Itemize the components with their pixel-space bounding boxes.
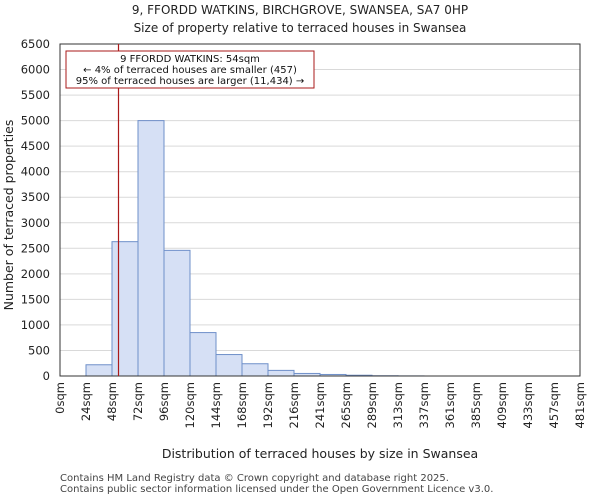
y-tick-label-4000: 4000 (21, 165, 50, 179)
x-tick-label-48sqm: 48sqm (105, 382, 119, 421)
x-tick-label-433sqm: 433sqm (521, 382, 535, 428)
bar-168sqm (241, 363, 269, 377)
bar-72sqm (137, 120, 165, 377)
x-tick-label-120sqm: 120sqm (183, 382, 197, 428)
x-tick-label-313sqm: 313sqm (391, 382, 405, 428)
x-axis-label: Distribution of terraced houses by size … (162, 446, 478, 461)
annotation-line-3: 95% of terraced houses are larger (11,43… (76, 76, 305, 87)
x-tick-label-457sqm: 457sqm (547, 382, 561, 428)
x-tick-label-168sqm: 168sqm (235, 382, 249, 428)
x-ticks: 0sqm 24sqm 48sqm 72sqm 96sqm 120sqm 144sqm 168s… (53, 382, 587, 428)
x-tick-label-72sqm: 72sqm (131, 382, 145, 421)
footer-line-2: Contains public sector information licen… (60, 484, 494, 495)
x-tick-label-385sqm: 385sqm (469, 382, 483, 428)
x-tick-label-24sqm: 24sqm (79, 382, 93, 421)
y-tick-label-2500: 2500 (21, 241, 50, 255)
y-tick-label-6500: 6500 (21, 37, 50, 51)
bar-24sqm (85, 364, 113, 377)
x-tick-label-289sqm: 289sqm (365, 382, 379, 428)
chart-subtitle: Size of property relative to terraced ho… (134, 21, 467, 35)
bar-192sqm (267, 369, 295, 377)
x-tick-label-481sqm: 481sqm (573, 382, 587, 428)
footer: Contains HM Land Registry data © Crown c… (60, 473, 493, 495)
chart-title: 9, FFORDD WATKINS, BIRCHGROVE, SWANSEA, … (132, 3, 468, 17)
y-tick-label-3000: 3000 (21, 216, 50, 230)
bar-96sqm (163, 249, 191, 377)
x-tick-label-337sqm: 337sqm (417, 382, 431, 428)
x-tick-label-216sqm: 216sqm (287, 382, 301, 428)
y-tick-label-5500: 5500 (21, 88, 50, 102)
x-tick-label-241sqm: 241sqm (313, 382, 327, 428)
histogram-chart: 9, FFORDD WATKINS, BIRCHGROVE, SWANSEA, … (1, 3, 587, 461)
y-ticks: 0 500 1000 1500 2000 2500 3000 3500 4000 4500 5000… (21, 37, 50, 383)
x-tick-label-96sqm: 96sqm (157, 382, 171, 421)
x-tick-label-144sqm: 144sqm (209, 382, 223, 428)
x-tick-label-409sqm: 409sqm (495, 382, 509, 428)
y-tick-label-1000: 1000 (21, 318, 50, 332)
y-tick-label-2000: 2000 (21, 267, 50, 281)
annotation-box (65, 50, 315, 89)
x-tick-label-265sqm: 265sqm (339, 382, 353, 428)
y-tick-label-500: 500 (28, 343, 50, 357)
x-tick-label-192sqm: 192sqm (261, 382, 275, 428)
bars (85, 120, 425, 377)
x-tick-label-0sqm: 0sqm (53, 382, 67, 414)
annotation-line-2: ← 4% of terraced houses are smaller (457… (83, 65, 297, 76)
y-tick-label-1500: 1500 (21, 292, 50, 306)
x-tick-label-361sqm: 361sqm (443, 382, 457, 428)
bar-120sqm (189, 332, 217, 377)
annotation-line-1: 9 FFORDD WATKINS: 54sqm (120, 54, 260, 65)
y-tick-label-3500: 3500 (21, 190, 50, 204)
y-tick-label-4500: 4500 (21, 139, 50, 153)
bar-144sqm (215, 354, 243, 377)
y-tick-label-6000: 6000 (21, 63, 50, 77)
footer-line-1: Contains HM Land Registry data © Crown c… (60, 473, 449, 484)
bar-48sqm (111, 241, 139, 377)
y-axis-label: Number of terraced properties (1, 120, 16, 311)
y-tick-label-0: 0 (43, 369, 50, 383)
y-tick-label-5000: 5000 (21, 114, 50, 128)
plot-frame (59, 43, 581, 377)
